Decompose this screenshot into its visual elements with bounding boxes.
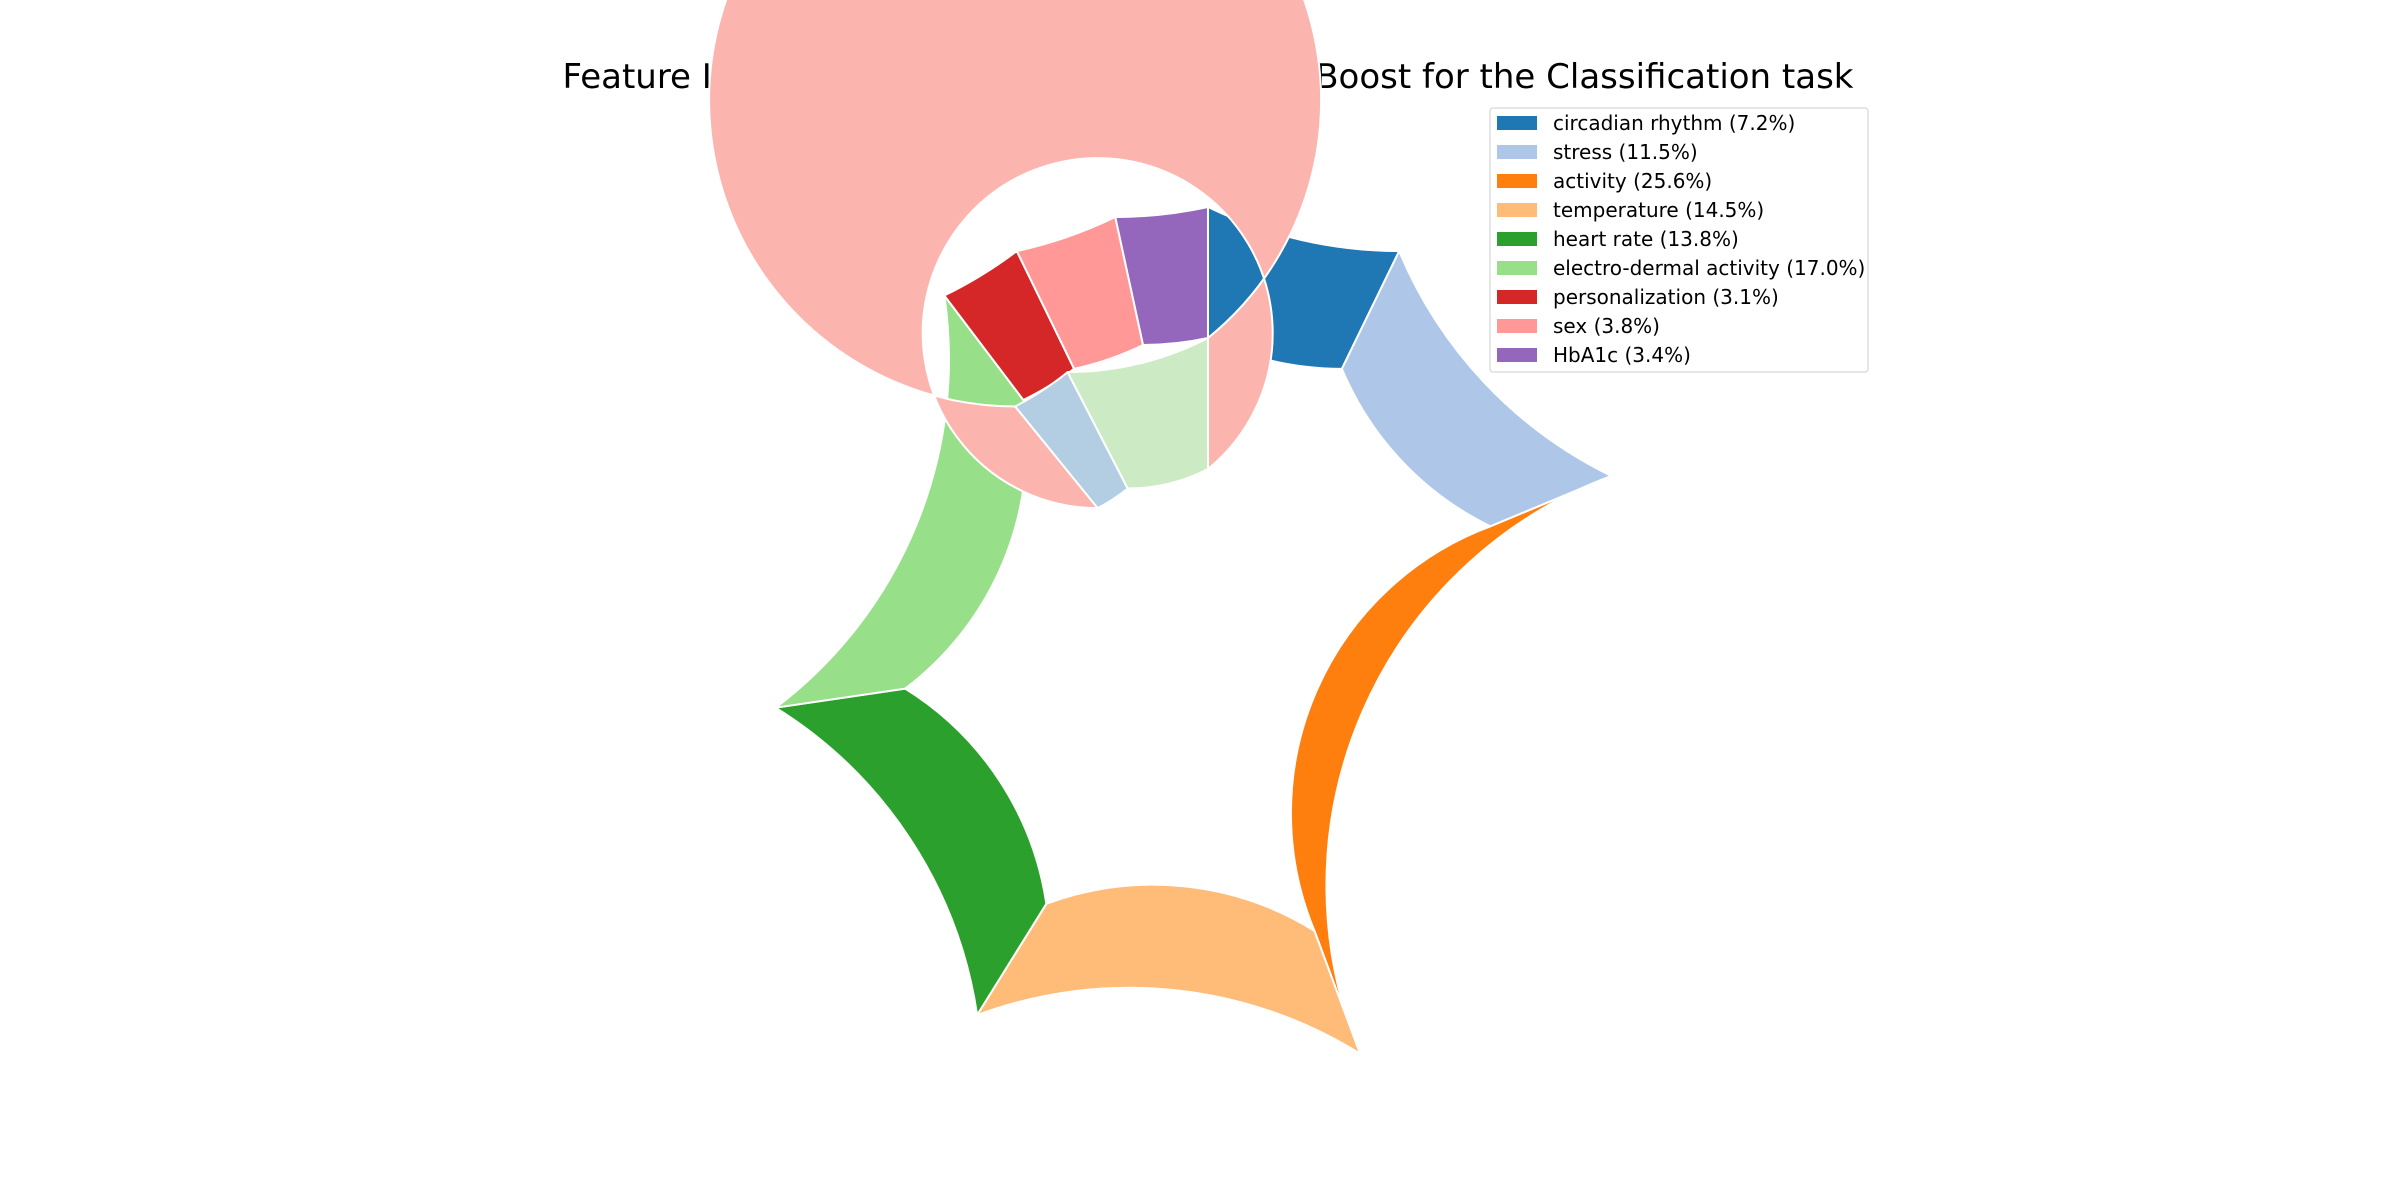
legend-swatch-7 — [1497, 319, 1537, 333]
legend-swatch-8 — [1497, 348, 1537, 362]
legend-swatch-5 — [1497, 261, 1537, 275]
legend-swatch-6 — [1497, 290, 1537, 304]
legend-label-6: personalization (3.1%) — [1553, 285, 1779, 309]
legend-swatch-4 — [1497, 232, 1537, 246]
legend-frame — [1489, 107, 1869, 373]
outer-ring — [774, 206, 1613, 1055]
legend-label-1: stress (11.5%) — [1553, 140, 1698, 164]
legend-label-5: electro-dermal activity (17.0%) — [1553, 256, 1865, 280]
legend-label-8: HbA1c (3.4%) — [1553, 343, 1691, 367]
inner-ring — [708, 0, 1323, 510]
outer-slice-8 — [1114, 206, 1209, 346]
legend-label-2: activity (25.6%) — [1553, 169, 1712, 193]
outer-slice-2 — [1289, 474, 1613, 1055]
legend: circadian rhythm (7.2%) stress (11.5%) act… — [1489, 107, 1869, 373]
legend-swatch-0 — [1497, 116, 1537, 130]
inner-slice-2 — [1066, 337, 1209, 490]
inner-slice-0 — [708, 0, 1323, 510]
legend-label-0: circadian rhythm (7.2%) — [1553, 111, 1795, 135]
outer-slice-4 — [774, 687, 1048, 1017]
legend-label-4: heart rate (13.8%) — [1553, 227, 1739, 251]
legend-swatch-2 — [1497, 174, 1537, 188]
legend-label-7: sex (3.8%) — [1553, 314, 1660, 338]
legend-swatch-3 — [1497, 203, 1537, 217]
legend-swatch-1 — [1497, 145, 1537, 159]
legend-label-3: temperature (14.5%) — [1553, 198, 1764, 222]
